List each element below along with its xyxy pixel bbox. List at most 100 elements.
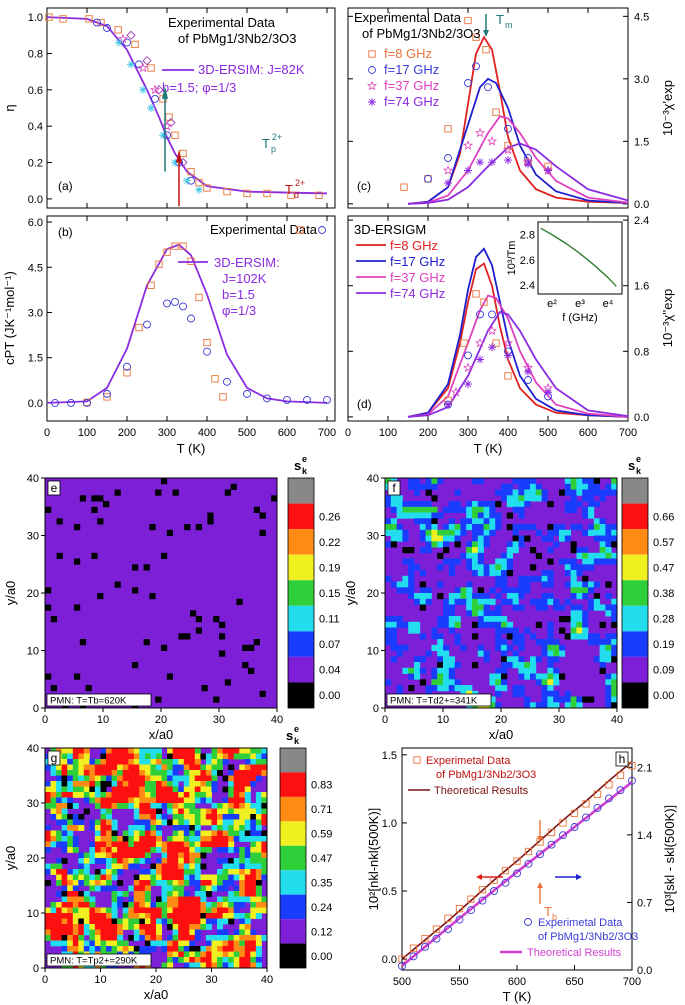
map-cell [437, 679, 444, 686]
map-cell [139, 819, 146, 826]
map-cell [183, 935, 190, 941]
map-cell [50, 764, 57, 771]
map-cell [239, 874, 246, 881]
map-cell [553, 673, 560, 680]
legend-text: Experimetal Data [426, 755, 511, 767]
map-cell [222, 786, 229, 793]
map-cell [133, 808, 140, 815]
map-cell [183, 808, 190, 815]
data-point [464, 16, 472, 25]
map-cell [255, 957, 262, 963]
map-cell [194, 858, 201, 864]
map-cell [219, 621, 226, 628]
map-cell [211, 775, 218, 782]
map-cell [222, 808, 229, 815]
map-cell [547, 524, 554, 531]
map-cell [396, 685, 403, 692]
map-cell [431, 529, 438, 536]
map-cell [183, 891, 190, 897]
map-cell [161, 803, 168, 809]
map-cell [425, 650, 432, 657]
map-cell [217, 918, 223, 925]
map-cell [94, 869, 101, 875]
map-cell [194, 924, 201, 930]
map-cell [72, 764, 79, 771]
map-cell [89, 847, 96, 853]
map-cell [100, 764, 107, 771]
map-cell [593, 598, 600, 605]
map-cell [419, 581, 426, 588]
map-cell [89, 775, 96, 782]
map-cell [78, 869, 85, 875]
map-cell [167, 753, 174, 760]
map-cell [205, 880, 212, 886]
map-cell [61, 885, 68, 892]
map-cell [211, 836, 218, 842]
map-cell [255, 748, 262, 754]
data-point [195, 185, 203, 194]
map-cell [161, 869, 168, 875]
map-cell [89, 885, 96, 892]
map-cell [178, 957, 185, 963]
map-cell [261, 803, 268, 809]
map-cell [553, 690, 560, 697]
map-cell [50, 940, 57, 947]
data-point [137, 62, 149, 73]
map-cell [512, 639, 519, 646]
map-cell [547, 581, 554, 588]
map-cell [466, 512, 473, 519]
map-cell [501, 558, 508, 565]
map-cell [83, 759, 90, 765]
map-cell [83, 764, 90, 771]
y-tick-label: 0.4 [28, 121, 43, 133]
map-cell [236, 598, 243, 605]
map-cell [541, 639, 548, 646]
map-cell [448, 604, 455, 611]
x-tick-label: 400 [499, 427, 517, 439]
map-cell [144, 792, 151, 798]
data-point [126, 30, 136, 40]
y-tick-right-label: 1.4 [637, 830, 652, 842]
map-cell [414, 478, 421, 485]
data-point [409, 952, 418, 961]
map-cell [605, 702, 612, 709]
map-cell [83, 808, 90, 815]
map-cell [156, 874, 162, 881]
map-cell [228, 803, 235, 809]
map-cell [183, 863, 190, 870]
map-cell [535, 529, 542, 536]
map-cell [89, 896, 96, 903]
map-cell [56, 841, 63, 848]
map-cell [547, 673, 554, 680]
map-cell [582, 616, 589, 623]
map-cell [611, 524, 618, 531]
map-cell [564, 483, 571, 490]
map-cell [178, 880, 185, 886]
map-cell [61, 764, 68, 771]
data-point [97, 18, 105, 27]
data-point [223, 377, 231, 386]
map-cell [217, 836, 223, 842]
x-tick-label: 600 [278, 427, 296, 439]
colorbar-swatch [622, 529, 648, 555]
map-cell [605, 541, 612, 548]
map-cell [518, 524, 525, 531]
data-point [464, 166, 472, 175]
map-cell [45, 781, 51, 787]
map-cell [524, 696, 531, 703]
colorbar-swatch [288, 656, 314, 683]
map-cell [431, 644, 438, 651]
map-cell [91, 552, 98, 559]
map-cell [61, 847, 68, 853]
map-cell [56, 518, 63, 525]
map-cell [150, 946, 157, 952]
map-cell [576, 702, 583, 709]
map-cell [233, 902, 240, 908]
map-cell [167, 896, 174, 903]
map-cell [448, 656, 455, 663]
arrow-head [537, 882, 543, 888]
map-cell [535, 598, 542, 605]
map-cell [50, 836, 57, 842]
map-cell [239, 880, 246, 886]
data-point [480, 298, 488, 306]
